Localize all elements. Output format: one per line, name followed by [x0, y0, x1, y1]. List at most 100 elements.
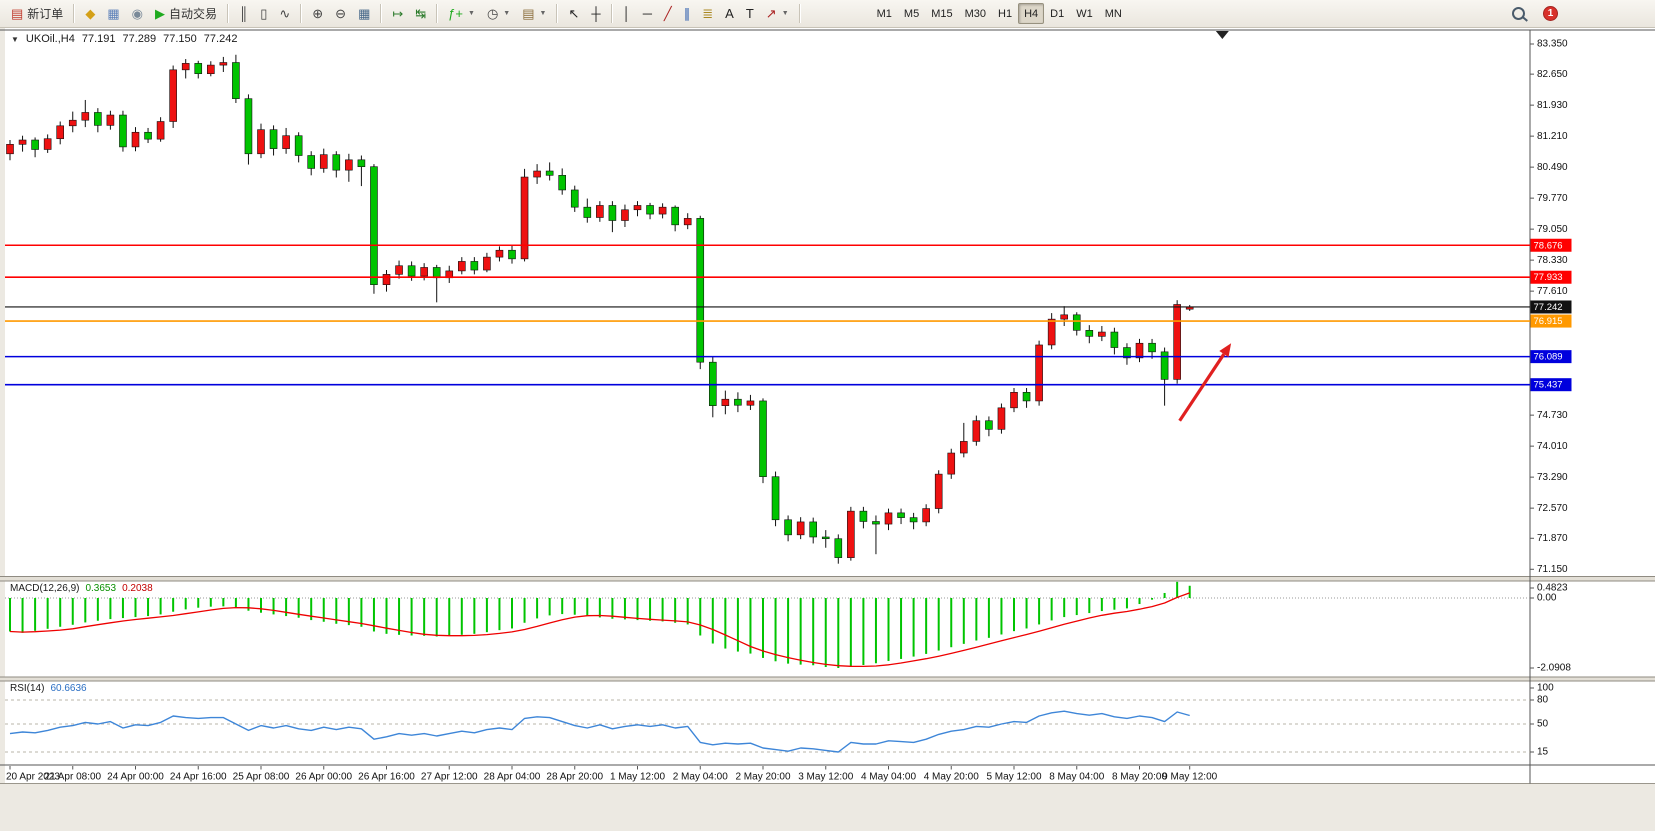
- bar-chart-button[interactable]: ║: [233, 3, 254, 24]
- profiles-button[interactable]: ▦: [101, 3, 125, 24]
- svg-text:24 Apr 16:00: 24 Apr 16:00: [170, 772, 227, 783]
- svg-text:81.930: 81.930: [1537, 100, 1568, 111]
- tf-m30-button[interactable]: M30: [959, 3, 992, 24]
- text-icon: A: [725, 6, 734, 21]
- zoom-in-button[interactable]: ⊕: [306, 3, 329, 24]
- notification-badge[interactable]: 1: [1543, 6, 1558, 21]
- horizontal-line-icon: ─: [642, 6, 652, 21]
- cursor-button[interactable]: ↖: [562, 3, 585, 24]
- periods-button[interactable]: ◷ ▼: [481, 3, 516, 24]
- profiles-icon: ▦: [107, 6, 120, 21]
- tf-mn-button-label: MN: [1104, 7, 1122, 20]
- svg-text:75.437: 75.437: [1534, 380, 1563, 391]
- vertical-line-button[interactable]: │: [617, 3, 637, 24]
- fibonacci-button[interactable]: ≣: [696, 3, 719, 24]
- rsi-name: RSI(14): [10, 683, 45, 694]
- zoom-in-icon: ⊕: [312, 6, 324, 21]
- auto-trading-icon: ▶: [154, 6, 165, 21]
- trendline-button[interactable]: ╱: [658, 3, 678, 24]
- svg-text:71.150: 71.150: [1537, 564, 1568, 575]
- tf-m1-button[interactable]: M1: [871, 3, 898, 24]
- svg-text:77.610: 77.610: [1537, 286, 1568, 297]
- svg-text:76.915: 76.915: [1534, 316, 1563, 327]
- label-button[interactable]: T: [740, 3, 760, 24]
- search-button[interactable]: [1506, 3, 1531, 24]
- cursor-icon: ↖: [568, 6, 580, 21]
- auto-trading-button-label: 自动交易: [168, 7, 217, 21]
- trend-arrow[interactable]: [1178, 343, 1232, 422]
- tf-d1-button[interactable]: D1: [1044, 3, 1070, 24]
- svg-text:74.010: 74.010: [1537, 441, 1568, 452]
- channel-icon: ∥: [683, 6, 691, 21]
- auto-trading-button[interactable]: ▶ 自动交易: [149, 3, 223, 24]
- svg-text:71.870: 71.870: [1537, 533, 1568, 544]
- indicators-button[interactable]: ƒ+ ▼: [442, 3, 481, 24]
- svg-text:24 Apr 00:00: 24 Apr 00:00: [107, 772, 164, 783]
- svg-text:80.490: 80.490: [1537, 162, 1568, 173]
- svg-text:78.676: 78.676: [1534, 240, 1563, 251]
- tile-windows-icon: ▦: [358, 6, 371, 21]
- tf-m5-button-label: M5: [903, 7, 920, 20]
- tile-windows-button[interactable]: ▦: [352, 3, 376, 24]
- tf-w1-button[interactable]: W1: [1070, 3, 1099, 24]
- chart-shift-icon: ↹: [415, 6, 427, 21]
- chart-shift-button[interactable]: ↹: [409, 3, 432, 24]
- new-order-button[interactable]: ▤ 新订单: [5, 3, 69, 24]
- tf-h1-button[interactable]: H1: [992, 3, 1018, 24]
- indicators-icon: ƒ+: [448, 6, 463, 21]
- high-value: 77.289: [122, 33, 157, 45]
- tf-h4-button-label: H4: [1024, 7, 1039, 20]
- line-chart-icon: ∿: [279, 6, 291, 21]
- svg-text:8 May 04:00: 8 May 04:00: [1049, 772, 1104, 783]
- data-window-button[interactable]: ◉: [126, 3, 149, 24]
- svg-text:80: 80: [1537, 695, 1549, 706]
- svg-text:1 May 12:00: 1 May 12:00: [610, 772, 665, 783]
- label-icon: T: [745, 6, 754, 21]
- data-window-icon: ◉: [131, 6, 143, 21]
- chart-shift-marker[interactable]: [1215, 31, 1229, 39]
- svg-text:79.050: 79.050: [1537, 224, 1568, 235]
- tf-mn-button[interactable]: MN: [1099, 3, 1128, 24]
- templates-button[interactable]: ▤ ▼: [516, 3, 552, 24]
- svg-text:0.00: 0.00: [1537, 593, 1557, 604]
- tf-h4-button[interactable]: H4: [1018, 3, 1045, 24]
- svg-text:76.089: 76.089: [1534, 352, 1563, 363]
- horizontal-line-button[interactable]: ─: [637, 3, 658, 24]
- new-chart-button[interactable]: ◆: [79, 3, 101, 24]
- zoom-out-icon: ⊖: [335, 6, 347, 21]
- chevron-down-icon: ▼: [781, 10, 789, 17]
- shapes-button[interactable]: ↗ ▼: [760, 3, 795, 24]
- crosshair-button[interactable]: ┼: [585, 3, 606, 24]
- trendline-icon: ╱: [663, 6, 672, 21]
- auto-scroll-icon: ↦: [392, 6, 404, 21]
- chart-title: ▼ UKOil.,H4 77.191 77.289 77.150 77.242: [11, 33, 237, 45]
- svg-text:28 Apr 04:00: 28 Apr 04:00: [484, 772, 541, 783]
- horizontal-lines[interactable]: [5, 244, 1530, 386]
- tf-h1-button-label: H1: [998, 7, 1013, 20]
- svg-text:-2.0908: -2.0908: [1537, 663, 1571, 674]
- candlestick-button[interactable]: ▯: [254, 3, 273, 24]
- macd-signal-value: 0.2038: [122, 583, 153, 594]
- toolbar-separator: [226, 4, 229, 23]
- symbol-period-label: UKOil.,H4: [25, 33, 75, 45]
- tf-d1-button-label: D1: [1050, 7, 1065, 20]
- crosshair-icon: ┼: [591, 6, 601, 21]
- svg-text:21 Apr 08:00: 21 Apr 08:00: [44, 772, 101, 783]
- tf-m15-button[interactable]: M15: [925, 3, 958, 24]
- price-scale: 83.350 82.650 81.930 81.210 80.490 79.770 79.0…: [1530, 39, 1568, 575]
- auto-scroll-button[interactable]: ↦: [386, 3, 409, 24]
- new-chart-icon: ◆: [85, 6, 96, 21]
- price-line-labels: 78.676 77.933 77.242 76.915 76.089 75.437: [1530, 238, 1572, 392]
- svg-text:72.570: 72.570: [1537, 503, 1568, 514]
- text-button[interactable]: A: [719, 3, 740, 24]
- channel-button[interactable]: ∥: [678, 3, 697, 24]
- line-chart-button[interactable]: ∿: [273, 3, 296, 24]
- svg-text:3 May 12:00: 3 May 12:00: [798, 772, 853, 783]
- svg-text:74.730: 74.730: [1537, 410, 1568, 421]
- zoom-out-button[interactable]: ⊖: [329, 3, 352, 24]
- tf-m5-button[interactable]: M5: [898, 3, 925, 24]
- toolbar-groups: ▤ 新订单 ◆ ▦ ◉ ▶ 自动交易 ║ ▯ ∿ ⊕ ⊖ ▦ ↦ ↹ ƒ+ ▼ ◷ ▼ ▤ ▼ ↖ ┼ │ ─ ╱ ∥ ≣ A T ↗ ▼ M1…: [5, 0, 1128, 27]
- svg-text:73.290: 73.290: [1537, 472, 1568, 483]
